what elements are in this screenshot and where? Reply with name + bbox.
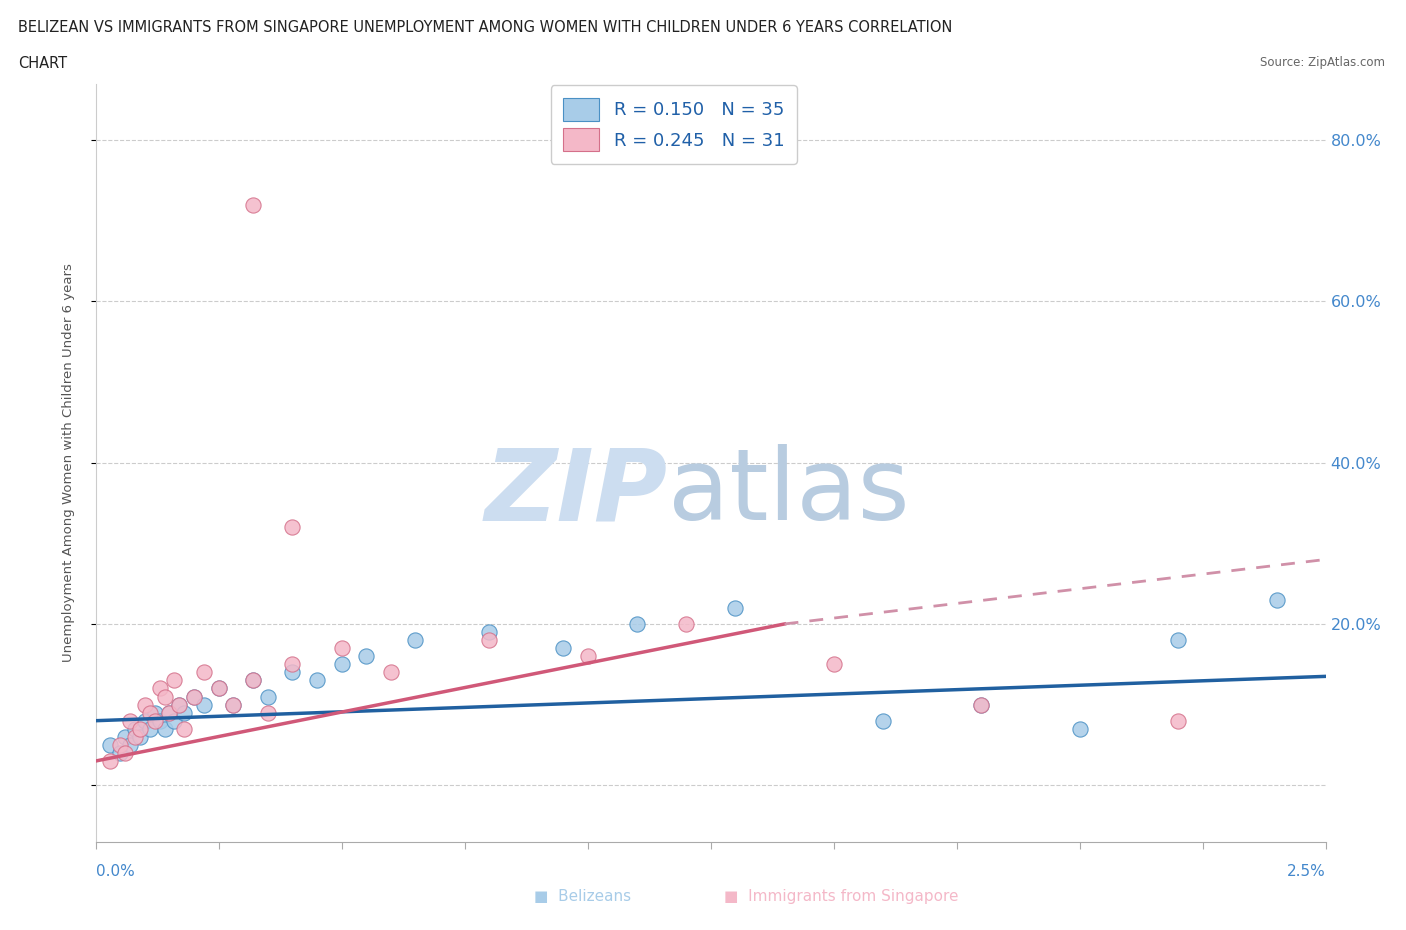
Point <box>724 601 747 616</box>
Point <box>208 681 231 696</box>
Text: 0.0%: 0.0% <box>96 864 135 879</box>
Point <box>626 617 648 631</box>
Point <box>823 657 845 671</box>
Point <box>114 729 136 744</box>
Point <box>98 737 122 752</box>
Text: Source: ZipAtlas.com: Source: ZipAtlas.com <box>1260 56 1385 69</box>
Point <box>242 673 264 688</box>
Point <box>159 705 181 720</box>
Point <box>114 746 136 761</box>
Y-axis label: Unemployment Among Women with Children Under 6 years: Unemployment Among Women with Children U… <box>62 263 75 662</box>
Point <box>124 729 146 744</box>
Point <box>1167 713 1189 728</box>
Point <box>110 746 132 761</box>
Point <box>149 681 172 696</box>
Point <box>120 737 141 752</box>
Point <box>281 657 304 671</box>
Point <box>110 737 132 752</box>
Point <box>1265 592 1288 607</box>
Point <box>307 673 329 688</box>
Text: 2.5%: 2.5% <box>1286 864 1326 879</box>
Point <box>193 665 215 680</box>
Point <box>129 729 152 744</box>
Point <box>675 617 697 631</box>
Point <box>576 649 599 664</box>
Point <box>120 713 141 728</box>
Point <box>330 657 353 671</box>
Point <box>380 665 402 680</box>
Point <box>970 698 993 712</box>
Point <box>405 632 427 647</box>
Point <box>872 713 894 728</box>
Point <box>163 673 186 688</box>
Text: ZIP: ZIP <box>485 445 668 541</box>
Text: CHART: CHART <box>18 56 67 71</box>
Point <box>149 713 172 728</box>
Point <box>134 698 156 712</box>
Point <box>257 705 280 720</box>
Point <box>153 722 176 737</box>
Point <box>139 705 162 720</box>
Point <box>129 722 152 737</box>
Point <box>173 705 195 720</box>
Point <box>163 713 186 728</box>
Point <box>356 649 378 664</box>
Point <box>153 689 176 704</box>
Point <box>242 673 264 688</box>
Point <box>1167 632 1189 647</box>
Legend: R = 0.150   N = 35, R = 0.245   N = 31: R = 0.150 N = 35, R = 0.245 N = 31 <box>551 86 797 164</box>
Point <box>208 681 231 696</box>
Point <box>478 625 501 640</box>
Point <box>222 698 245 712</box>
Text: BELIZEAN VS IMMIGRANTS FROM SINGAPORE UNEMPLOYMENT AMONG WOMEN WITH CHILDREN UND: BELIZEAN VS IMMIGRANTS FROM SINGAPORE UN… <box>18 20 953 35</box>
Point <box>98 753 122 768</box>
Point <box>183 689 205 704</box>
Point <box>553 641 575 656</box>
Point <box>143 705 166 720</box>
Point <box>159 705 181 720</box>
Point <box>139 722 162 737</box>
Point <box>124 722 146 737</box>
Point <box>281 520 304 535</box>
Point <box>173 722 195 737</box>
Point <box>970 698 993 712</box>
Point <box>169 698 191 712</box>
Point <box>1069 722 1091 737</box>
Point <box>169 698 191 712</box>
Point <box>242 197 264 212</box>
Point <box>193 698 215 712</box>
Point <box>478 632 501 647</box>
Point <box>257 689 280 704</box>
Point <box>330 641 353 656</box>
Point <box>143 713 166 728</box>
Text: ■  Belizeans: ■ Belizeans <box>534 889 631 904</box>
Text: atlas: atlas <box>668 445 910 541</box>
Point <box>183 689 205 704</box>
Text: ■  Immigrants from Singapore: ■ Immigrants from Singapore <box>724 889 959 904</box>
Point <box>134 713 156 728</box>
Point <box>222 698 245 712</box>
Point <box>281 665 304 680</box>
